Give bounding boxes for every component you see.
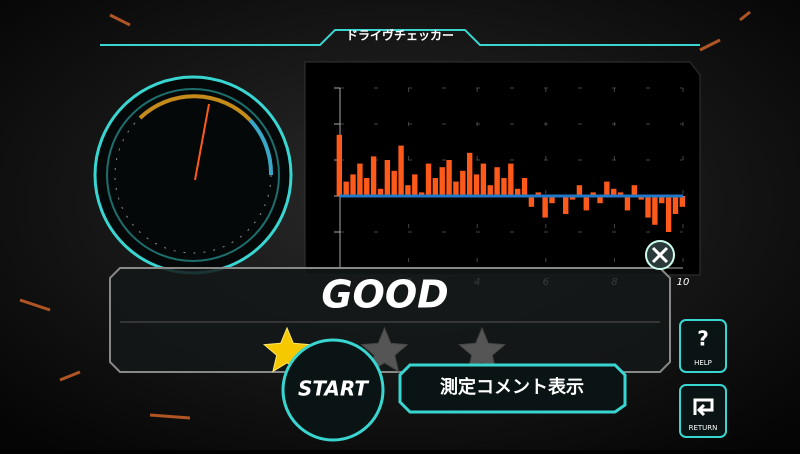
comment-button[interactable]: 測定コメント表示 [398, 363, 627, 414]
bar [611, 188, 617, 196]
bar [563, 196, 569, 214]
dial [93, 75, 293, 275]
svg-text:?: ? [697, 327, 709, 351]
bar [576, 185, 583, 196]
return-label: RETURN [689, 424, 718, 432]
help-button[interactable]: ? HELP [679, 319, 727, 373]
bar [370, 156, 377, 196]
bar [549, 196, 555, 204]
bar [377, 188, 384, 196]
bar [604, 181, 610, 196]
title-frame [100, 29, 700, 46]
bar [418, 192, 425, 196]
return-button[interactable]: RETURN [679, 384, 727, 438]
bar [460, 170, 466, 196]
bar [508, 163, 514, 196]
comment-label: 測定コメント表示 [440, 376, 584, 398]
bar [672, 196, 679, 214]
sparks [19, 10, 751, 420]
graph-panel [304, 61, 701, 276]
bar [364, 178, 370, 196]
bar [638, 196, 644, 200]
bar [446, 160, 452, 196]
bar [624, 196, 631, 211]
bar [412, 174, 418, 196]
bar [384, 160, 391, 196]
bar [665, 196, 672, 232]
bar [542, 196, 548, 218]
bar [453, 181, 459, 196]
bar [569, 196, 576, 200]
bar [480, 163, 487, 196]
start-label: START [298, 377, 369, 401]
bar [659, 196, 665, 204]
bar [597, 196, 603, 204]
bar [521, 178, 528, 196]
close-button[interactable] [645, 240, 675, 270]
bar [405, 185, 411, 196]
bar [336, 134, 343, 196]
title: ドライヴチェッカー [346, 28, 454, 43]
bar [528, 196, 535, 207]
bar [645, 196, 651, 218]
bar [501, 178, 507, 196]
bar [343, 181, 349, 196]
bar [439, 167, 445, 196]
bar [583, 196, 589, 211]
bar [473, 174, 480, 196]
bar [466, 152, 473, 196]
bar [631, 185, 637, 196]
bar [487, 185, 493, 196]
result-panel [109, 267, 671, 373]
bar [535, 192, 541, 196]
bar [398, 145, 404, 196]
bar [350, 174, 356, 196]
bar [590, 192, 596, 196]
bar [432, 178, 439, 196]
bar [425, 163, 432, 196]
result-label: GOOD [321, 273, 448, 317]
bar [514, 188, 521, 196]
x-tick-label: 10 [677, 277, 690, 288]
bar [357, 163, 363, 196]
needle [194, 103, 210, 181]
bar [617, 192, 624, 196]
help-label: HELP [694, 359, 712, 367]
start-button[interactable]: START [281, 338, 385, 442]
bar [494, 167, 500, 196]
bar [679, 196, 686, 207]
star [457, 326, 507, 373]
bar [391, 170, 397, 196]
bar [652, 196, 658, 225]
